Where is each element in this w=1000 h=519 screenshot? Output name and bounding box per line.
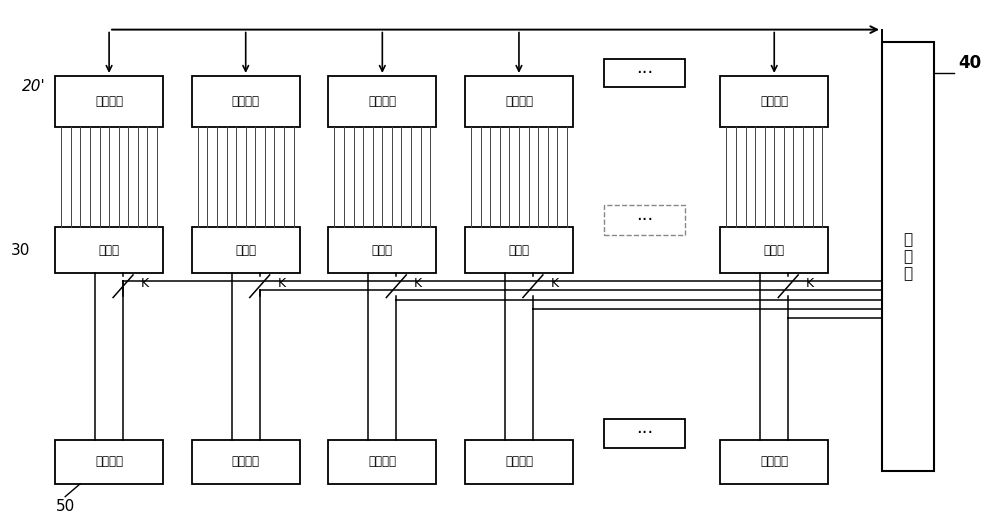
Text: ···: ··· (636, 211, 653, 229)
Text: 检测模块: 检测模块 (760, 95, 788, 108)
Text: 50: 50 (56, 499, 75, 514)
Text: 电池包: 电池包 (372, 244, 393, 257)
Bar (604, 419, 685, 447)
Text: 检测模块: 检测模块 (368, 95, 396, 108)
Bar (604, 205, 685, 235)
Text: 电池包: 电池包 (764, 244, 785, 257)
Bar (55, 76, 163, 127)
Text: 检测模块: 检测模块 (505, 95, 533, 108)
Text: 20': 20' (22, 78, 45, 93)
Bar (465, 76, 573, 127)
Text: 电池包: 电池包 (235, 244, 256, 257)
Text: ···: ··· (636, 425, 653, 442)
Bar (328, 440, 436, 484)
Text: 驱动电机: 驱动电机 (368, 456, 396, 469)
Bar (192, 76, 300, 127)
Text: 驱动电机: 驱动电机 (505, 456, 533, 469)
Text: K: K (141, 277, 149, 290)
Text: 电池包: 电池包 (99, 244, 120, 257)
Text: 电池包: 电池包 (508, 244, 529, 257)
Text: 充
电
机: 充 电 机 (903, 232, 912, 282)
Bar (720, 76, 828, 127)
Text: 30: 30 (11, 243, 30, 258)
Text: 40: 40 (959, 54, 982, 72)
Text: ···: ··· (636, 64, 653, 82)
Bar (55, 440, 163, 484)
Bar (192, 227, 300, 274)
Text: K: K (551, 277, 559, 290)
Bar (604, 59, 685, 87)
Text: 驱动电机: 驱动电机 (95, 456, 123, 469)
Text: 驱动电机: 驱动电机 (232, 456, 260, 469)
Text: K: K (414, 277, 422, 290)
Text: 检测模块: 检测模块 (95, 95, 123, 108)
Bar (192, 440, 300, 484)
Text: 检测模块: 检测模块 (232, 95, 260, 108)
Bar (328, 76, 436, 127)
Bar (720, 227, 828, 274)
Text: 驱动电机: 驱动电机 (760, 456, 788, 469)
Text: K: K (806, 277, 814, 290)
Bar (465, 440, 573, 484)
Bar (465, 227, 573, 274)
Bar (720, 440, 828, 484)
Text: K: K (278, 277, 286, 290)
Bar (882, 43, 934, 471)
Bar (55, 227, 163, 274)
Bar (328, 227, 436, 274)
